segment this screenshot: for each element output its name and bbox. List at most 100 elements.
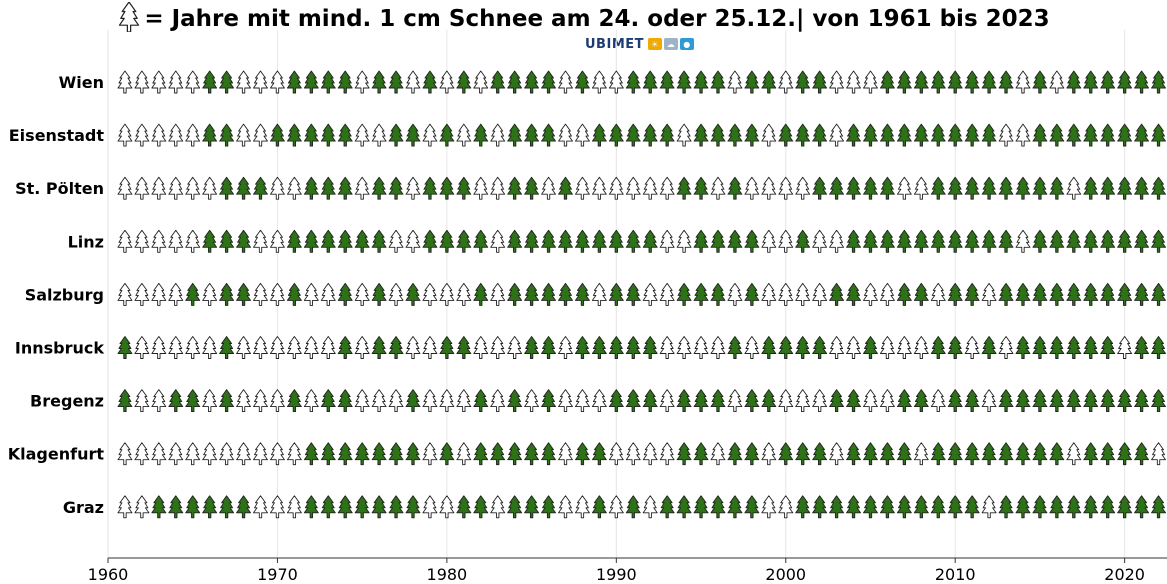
- tree-icon-snow: [1049, 336, 1065, 359]
- tree-icon-snow: [1151, 495, 1166, 519]
- tree-icon-snow: [625, 336, 641, 359]
- tree-icon-no-snow: [134, 495, 150, 519]
- tree-icon-snow: [947, 336, 963, 359]
- tree-icon-snow: [710, 70, 726, 94]
- tree-icon-snow: [320, 495, 336, 519]
- tree-icon-no-snow: [269, 336, 285, 359]
- tree-icon-no-snow: [998, 123, 1014, 147]
- tree-icon-snow: [1083, 282, 1099, 306]
- tree-icon-no-snow: [608, 176, 624, 200]
- tree-icon-snow: [236, 495, 252, 519]
- tree-icon-no-snow: [456, 123, 472, 147]
- tree-icon-no-snow: [829, 336, 845, 359]
- tree-icon-no-snow: [236, 336, 252, 359]
- tree-icon-snow: [490, 70, 506, 94]
- tree-icon-snow: [964, 123, 980, 147]
- tree-icon-no-snow: [388, 389, 404, 413]
- tree-icon-snow: [405, 389, 421, 413]
- tree-icon-snow: [981, 229, 997, 253]
- tree-icon-snow: [1100, 495, 1116, 519]
- tree-icon-snow: [778, 442, 794, 466]
- tree-icon-snow: [541, 229, 556, 253]
- x-tick-label: 1970: [257, 565, 298, 584]
- tree-icon-no-snow: [422, 282, 438, 306]
- tree-icon-snow: [236, 229, 252, 253]
- tree-icon-snow: [863, 495, 878, 519]
- tree-icon-snow: [439, 176, 455, 200]
- tree-icon-snow: [829, 389, 845, 413]
- tree-icon-no-snow: [151, 123, 167, 147]
- tree-icon-snow: [473, 123, 489, 147]
- tree-icon-no-snow: [761, 495, 777, 519]
- tree-icon-snow: [693, 123, 709, 147]
- tree-icon-snow: [812, 123, 828, 147]
- tree-icon-no-snow: [168, 282, 184, 306]
- tree-icon-no-snow: [168, 336, 184, 359]
- tree-icon-snow: [269, 123, 285, 147]
- tree-icon-snow: [930, 123, 946, 147]
- tree-icon-snow: [846, 282, 861, 306]
- tree-icon-snow: [710, 495, 726, 519]
- tree-icon-no-snow: [473, 336, 489, 359]
- tree-icon-no-snow: [591, 389, 607, 413]
- tree-icon-no-snow: [422, 389, 438, 413]
- tree-icon-snow: [202, 495, 218, 519]
- tree-icon-no-snow: [134, 229, 150, 253]
- tree-icon-snow: [1100, 282, 1116, 306]
- tree-icon-no-snow: [168, 123, 184, 147]
- tree-icon-snow: [1117, 389, 1133, 413]
- tree-icon-snow: [117, 336, 133, 359]
- tree-icon-snow: [1117, 495, 1133, 519]
- tree-icon-no-snow: [710, 442, 726, 466]
- tree-icon-snow: [710, 229, 726, 253]
- tree-icon-snow: [405, 495, 421, 519]
- tree-icon-snow: [659, 70, 675, 94]
- tree-icon-snow: [456, 336, 472, 359]
- tree-icon-no-snow: [829, 123, 845, 147]
- tree-icon-no-snow: [456, 442, 472, 466]
- tree-icon-no-snow: [490, 336, 506, 359]
- tree-icon-snow: [693, 389, 709, 413]
- tree-icon-snow: [337, 123, 353, 147]
- tree-icon-snow: [473, 282, 489, 306]
- tree-icon-snow: [236, 282, 252, 306]
- tree-icon-snow: [795, 123, 811, 147]
- tree-icon-snow: [998, 176, 1014, 200]
- tree-icon-snow: [388, 442, 404, 466]
- tree-icon-snow: [1151, 229, 1166, 253]
- tree-icon-no-snow: [439, 389, 455, 413]
- tree-icon-snow: [829, 282, 845, 306]
- tree-icon-no-snow: [439, 70, 455, 94]
- tree-icon-snow: [964, 229, 980, 253]
- tree-icon-snow: [761, 70, 777, 94]
- tree-icon-no-snow: [778, 495, 794, 519]
- tree-icon-snow: [812, 495, 828, 519]
- tree-icon-snow: [1066, 282, 1082, 306]
- tree-icon-snow: [930, 229, 946, 253]
- tree-icon-no-snow: [134, 176, 150, 200]
- tree-icon-snow: [693, 176, 709, 200]
- tree-icon-no-snow: [591, 70, 607, 94]
- tree-icon-snow: [1015, 495, 1031, 519]
- tree-icon-snow: [812, 176, 828, 200]
- tree-icon-no-snow: [422, 336, 438, 359]
- tree-icon-no-snow: [879, 282, 895, 306]
- tree-icon-snow: [778, 336, 794, 359]
- tree-icon-no-snow: [727, 282, 743, 306]
- tree-icon-no-snow: [269, 442, 285, 466]
- tree-icon-no-snow: [388, 229, 404, 253]
- tree-icon-snow: [964, 70, 980, 94]
- tree-icon-snow: [507, 389, 523, 413]
- tree-icon-no-snow: [761, 229, 777, 253]
- tree-icon-snow: [337, 336, 353, 359]
- tree-icon-snow: [286, 282, 302, 306]
- tree-icon-no-snow: [625, 442, 641, 466]
- tree-icon-snow: [320, 229, 336, 253]
- tree-icon-no-snow: [151, 229, 167, 253]
- tree-icon-no-snow: [795, 176, 811, 200]
- tree-icon-snow: [185, 389, 201, 413]
- station-label: Innsbruck: [15, 339, 104, 358]
- tree-icon-no-snow: [574, 495, 590, 519]
- tree-icon-no-snow: [744, 176, 760, 200]
